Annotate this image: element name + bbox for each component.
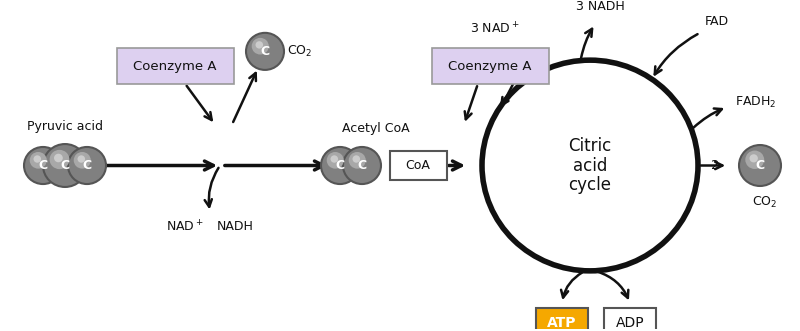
Text: cycle: cycle [569, 176, 611, 194]
Text: ATP: ATP [547, 315, 577, 330]
Circle shape [30, 152, 46, 169]
Circle shape [343, 147, 381, 184]
Text: C: C [61, 159, 70, 172]
Text: acid: acid [573, 157, 607, 174]
Text: Pyruvic acid: Pyruvic acid [27, 120, 103, 133]
Text: Citric: Citric [568, 137, 612, 155]
Text: 3 NADH: 3 NADH [576, 0, 624, 13]
Text: C: C [358, 159, 366, 172]
Text: FAD: FAD [705, 15, 729, 27]
Circle shape [78, 155, 85, 163]
Text: 2: 2 [710, 159, 719, 172]
Text: Coenzyme A: Coenzyme A [134, 60, 217, 72]
FancyBboxPatch shape [431, 48, 549, 84]
Text: C: C [261, 45, 270, 58]
Text: NAD$^+$: NAD$^+$ [166, 219, 204, 235]
Circle shape [252, 38, 269, 55]
Circle shape [330, 155, 338, 163]
Circle shape [739, 145, 781, 186]
FancyBboxPatch shape [117, 48, 234, 84]
FancyBboxPatch shape [390, 151, 446, 180]
Text: CO$_2$: CO$_2$ [752, 195, 778, 210]
Text: Acetyl CoA: Acetyl CoA [342, 122, 410, 135]
Text: C: C [38, 159, 47, 172]
FancyBboxPatch shape [604, 308, 656, 331]
Circle shape [50, 150, 70, 169]
Circle shape [321, 147, 359, 184]
Text: C: C [755, 159, 765, 172]
FancyBboxPatch shape [536, 308, 588, 331]
Text: CO$_2$: CO$_2$ [287, 44, 312, 59]
Circle shape [255, 41, 263, 49]
Circle shape [43, 144, 87, 187]
Text: Coenzyme A: Coenzyme A [448, 60, 532, 72]
Circle shape [326, 152, 344, 169]
Text: FADH$_2$: FADH$_2$ [735, 95, 777, 110]
Circle shape [353, 155, 360, 163]
Circle shape [34, 155, 41, 163]
Circle shape [54, 154, 62, 162]
Circle shape [750, 154, 758, 163]
Circle shape [74, 152, 91, 169]
Circle shape [746, 151, 764, 169]
Text: 3 NAD$^+$: 3 NAD$^+$ [470, 21, 520, 37]
Text: C: C [82, 159, 91, 172]
Circle shape [246, 33, 284, 70]
Circle shape [24, 147, 62, 184]
Text: ADP: ADP [616, 315, 644, 330]
Text: NADH: NADH [217, 220, 254, 233]
Circle shape [68, 147, 106, 184]
Text: C: C [335, 159, 345, 172]
Circle shape [349, 152, 366, 169]
Text: CoA: CoA [406, 159, 430, 172]
